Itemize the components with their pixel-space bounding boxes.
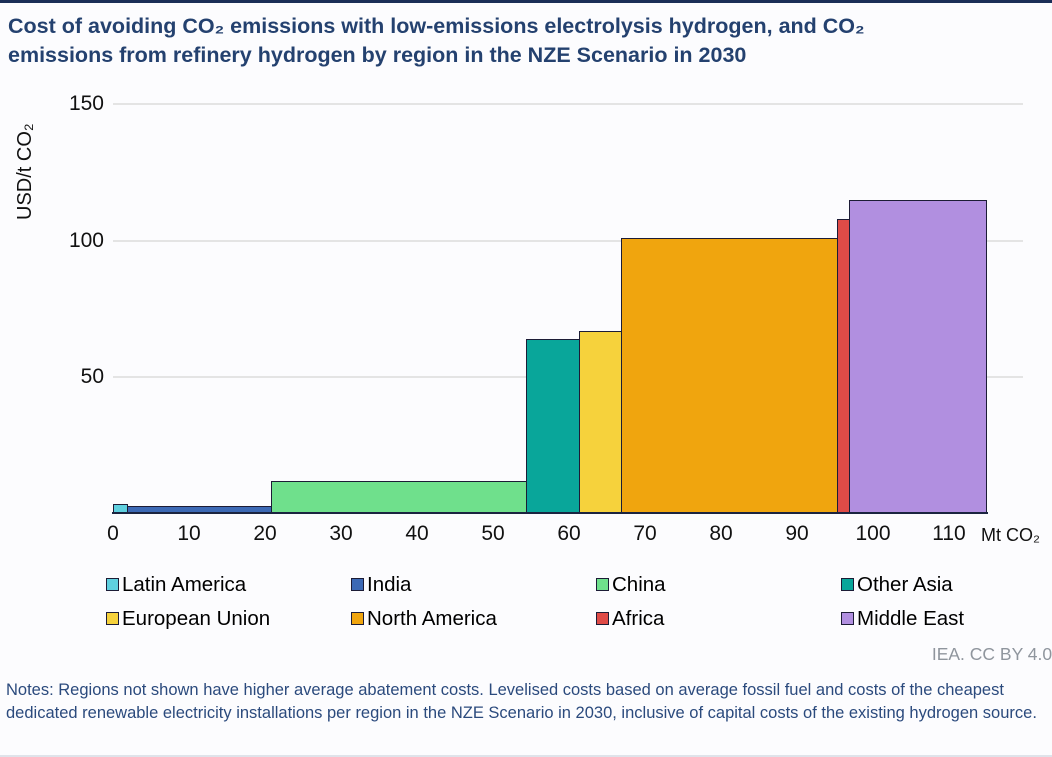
legend-label: Latin America [122,573,247,596]
y-tick-label-100: 100 [68,228,104,252]
notes-text: Notes: Regions not shown have higher ave… [6,681,1037,723]
legend-label: European Union [122,607,271,630]
x-tick-label-110: 110 [932,522,966,545]
x-tick-label-90: 90 [785,522,809,545]
page-title: Cost of avoiding CO₂ emissions with low-… [8,12,1048,69]
legend-item-other-asia: Other Asia [841,572,1052,597]
legend-item-european-union: European Union [106,606,351,631]
legend-swatch-icon [596,578,609,591]
attribution-text: IEA. CC BY 4.0. [931,644,1052,664]
x-tick-label-60: 60 [557,522,581,545]
legend-item-north-america: North America [351,606,596,631]
x-tick-label-100: 100 [855,522,891,545]
bar-middle-east [848,199,987,514]
x-tick-label-50: 50 [481,522,505,545]
y-tick-label-50: 50 [80,365,104,389]
legend-item-china: China [596,572,841,597]
legend-swatch-icon [596,612,609,625]
legend-label: North America [367,607,497,630]
x-tick-label-0: 0 [107,522,119,545]
legend-label: India [367,573,412,596]
x-axis-line [112,512,988,514]
title-line-1: Cost of avoiding CO₂ emissions with low-… [8,14,865,38]
legend-item-latin-america: Latin America [106,572,351,597]
y-tick-label-150: 150 [68,92,104,115]
x-tick-label-70: 70 [633,522,657,545]
title-line-2: emissions from refinery hydrogen by regi… [8,42,747,67]
legend-item-middle-east: Middle East [841,606,1052,631]
legend-label: Africa [612,607,665,630]
legend-item-africa: Africa [596,606,841,631]
legend-swatch-icon [106,612,119,625]
x-tick-label-80: 80 [709,522,733,545]
legend-label: China [612,573,666,596]
legend-swatch-icon [351,578,364,591]
x-tick-label-30: 30 [329,522,353,545]
legend-label: Middle East [857,607,965,630]
x-tick-label-10: 10 [177,522,201,545]
x-tick-label-40: 40 [405,522,429,545]
gridline-100 [113,239,1023,242]
gridline-150 [113,103,1023,105]
legend: Latin America India China Other Asia Europea… [106,572,1052,631]
bottom-divider [0,755,1052,757]
bar-north-america [620,237,839,514]
bar-european-union [578,330,623,514]
legend-swatch-icon [106,578,119,591]
legend-swatch-icon [841,612,854,625]
x-axis-unit-label: Mt CO₂ [981,525,1040,545]
bar-china [271,481,528,514]
legend-label: Other Asia [857,573,953,596]
legend-swatch-icon [351,612,364,625]
bar-other-asia [525,339,581,514]
legend-swatch-icon [841,578,854,591]
legend-item-india: India [351,572,596,597]
x-tick-label-20: 20 [253,522,277,545]
